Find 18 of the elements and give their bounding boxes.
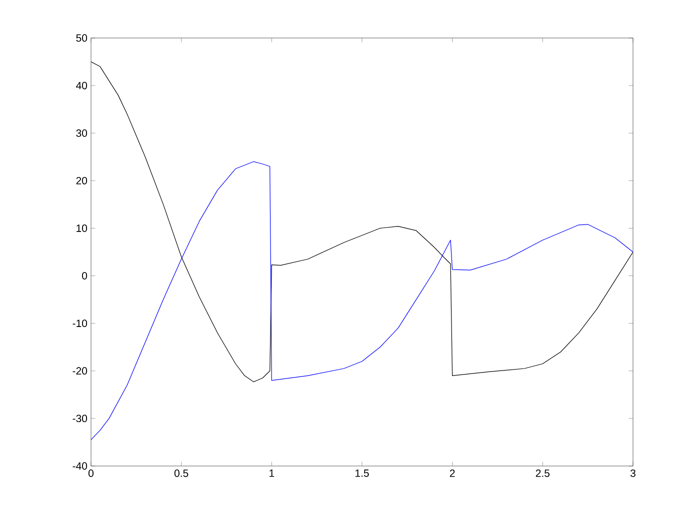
x-tick-label: 1.5 <box>356 470 369 477</box>
y-tick-label: -10 <box>72 320 88 328</box>
line-series <box>91 61 634 382</box>
y-tick-label: 0 <box>82 272 88 280</box>
x-tick-label: 3 <box>630 470 636 477</box>
y-tick-label: 30 <box>76 129 88 137</box>
y-tick-label: -40 <box>72 462 88 470</box>
x-tick-label: 0 <box>88 470 94 477</box>
y-tick-label: 20 <box>76 176 88 184</box>
x-tick-label: 1 <box>270 470 274 477</box>
y-tick-label: 10 <box>76 224 88 232</box>
y-tick-label: 40 <box>76 82 88 90</box>
x-tick-label: 0.5 <box>174 470 188 477</box>
x-tick-label: 2.5 <box>536 470 550 477</box>
x-tick-label: 2 <box>450 470 455 477</box>
y-tick-label: -30 <box>72 414 88 422</box>
y-tick-label: 50 <box>76 34 88 42</box>
y-tick-label: -20 <box>72 367 88 375</box>
